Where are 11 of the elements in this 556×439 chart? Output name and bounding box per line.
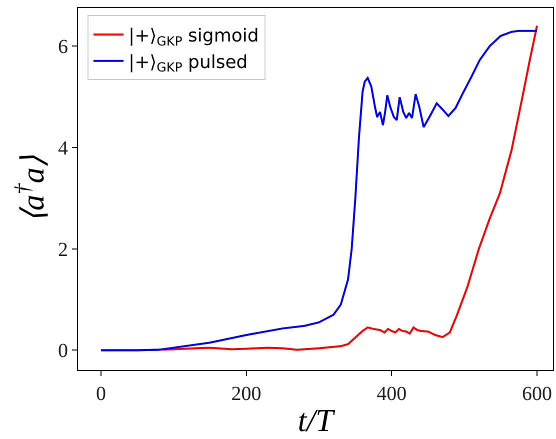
- y-tick-label: 0: [58, 340, 68, 362]
- legend-label: |+⟩$_{GKP}$ pulsed: [128, 52, 248, 75]
- x-tick-label: 200: [231, 383, 262, 405]
- y-tick-label: 6: [58, 36, 68, 58]
- x-tick-label: 400: [376, 383, 407, 405]
- x-tick-label: 600: [522, 383, 552, 405]
- y-tick-label: 4: [58, 137, 68, 160]
- y-tick-label: 2: [58, 238, 68, 261]
- legend-label: |+⟩$_{GKP}$ sigmoid: [128, 25, 259, 48]
- x-tick-label: 0: [96, 383, 106, 405]
- x-axis-title: t/T: [298, 402, 336, 438]
